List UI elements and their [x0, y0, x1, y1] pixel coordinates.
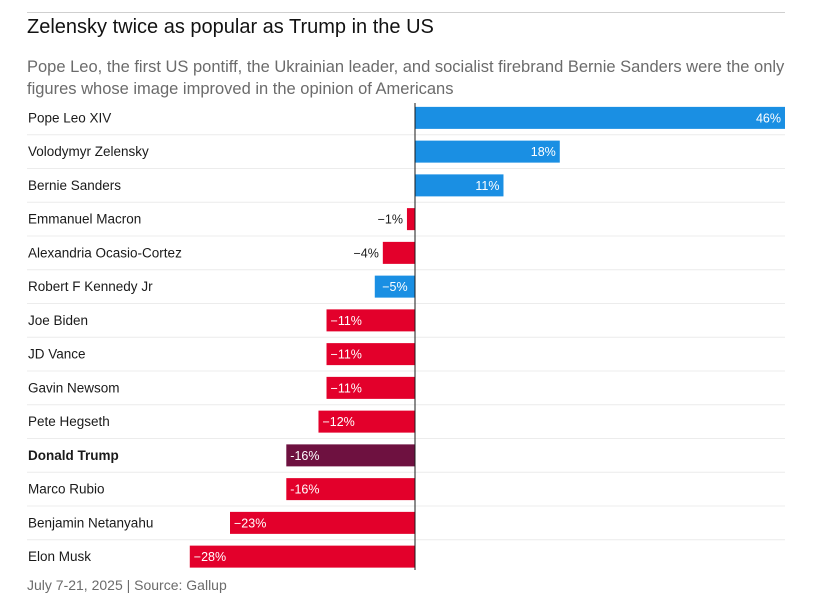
bar — [374, 275, 415, 298]
value-label: −1% — [378, 213, 403, 227]
bar — [326, 376, 415, 399]
value-label: −5% — [382, 280, 407, 294]
bar — [286, 478, 415, 501]
category-label: Robert F Kennedy Jr — [28, 279, 153, 294]
bar — [406, 208, 415, 231]
bar — [415, 140, 560, 163]
category-label: Emmanuel Macron — [28, 212, 141, 227]
bar — [318, 410, 415, 433]
value-label: −4% — [353, 246, 378, 260]
bar — [382, 241, 415, 264]
category-label: Marco Rubio — [28, 482, 105, 497]
category-label: Alexandria Ocasio-Cortez — [28, 245, 182, 260]
category-label: Donald Trump — [28, 448, 119, 463]
bar — [326, 343, 415, 366]
bar — [415, 174, 504, 197]
value-label: −12% — [322, 415, 354, 429]
category-label: JD Vance — [28, 347, 86, 362]
value-label: −11% — [331, 381, 362, 395]
category-label: Bernie Sanders — [28, 178, 121, 193]
bar — [326, 309, 415, 332]
chart-subtitle: Pope Leo, the first US pontiff, the Ukra… — [27, 58, 785, 98]
category-label: Volodymyr Zelensky — [28, 144, 149, 159]
value-label: -16% — [290, 449, 319, 463]
bar — [415, 106, 785, 129]
category-label: Joe Biden — [28, 313, 88, 328]
value-label: 46% — [756, 111, 781, 125]
top-rule — [27, 12, 785, 13]
value-label: −11% — [331, 314, 362, 328]
category-label: Gavin Newsom — [28, 380, 120, 395]
value-label: -16% — [290, 483, 319, 497]
category-label: Pope Leo XIV — [28, 110, 111, 125]
bar — [230, 511, 415, 534]
bar — [189, 545, 415, 568]
value-label: −28% — [194, 550, 226, 564]
bar — [286, 444, 415, 467]
chart-title: Zelensky twice as popular as Trump in th… — [27, 16, 434, 38]
value-label: −11% — [331, 348, 362, 362]
category-label: Benjamin Netanyahu — [28, 515, 153, 530]
chart-source: July 7-21, 2025 | Source: Gallup — [27, 577, 227, 593]
value-label: 18% — [531, 145, 556, 159]
category-label: Elon Musk — [28, 549, 91, 564]
value-label: −23% — [234, 516, 266, 530]
category-label: Pete Hegseth — [28, 414, 110, 429]
value-label: 11% — [475, 179, 499, 193]
